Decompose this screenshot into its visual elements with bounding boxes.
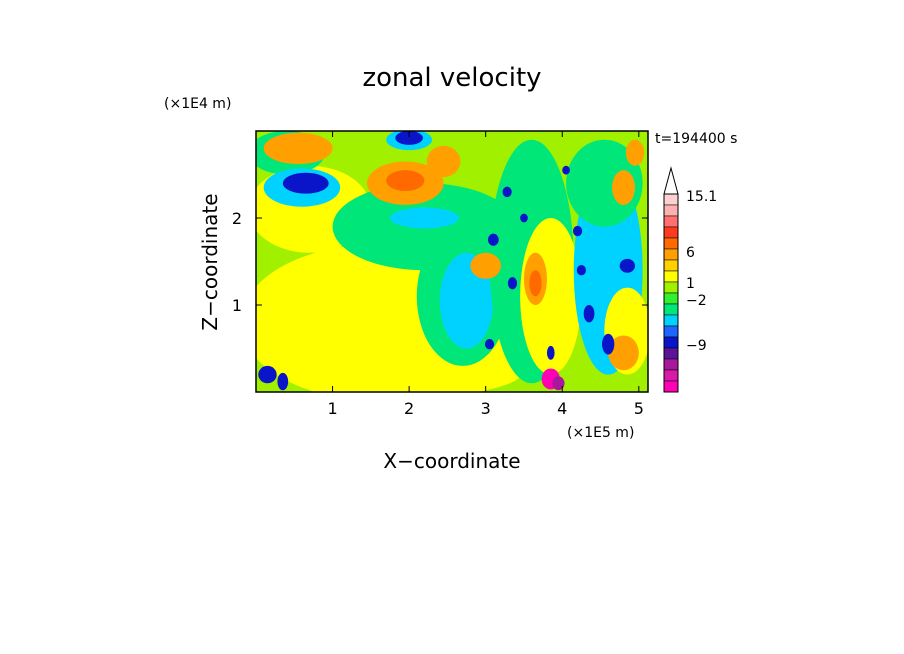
field-region-orange-20 <box>608 335 639 371</box>
colorbar-segment <box>663 325 679 338</box>
field-region-orange-22 <box>625 139 645 166</box>
field-region-deep_blue-35 <box>583 305 595 323</box>
y-axis-ticks: 12 <box>232 209 648 315</box>
x-tick-label: 1 <box>327 399 337 418</box>
field-region-deep_blue-39 <box>258 365 277 384</box>
colorbar-label: 6 <box>686 245 695 261</box>
field-region-deep_blue-27 <box>484 338 495 350</box>
colorbar: 15.1 6 1−2 −9 <box>663 166 717 393</box>
x-tick-label: 5 <box>634 399 644 418</box>
field-region-deep_blue-31 <box>520 213 528 223</box>
field-region-orange-16 <box>426 145 461 178</box>
field-region-deep_blue-26 <box>395 131 423 145</box>
colorbar-segment <box>663 369 679 382</box>
field-region-deep_blue-29 <box>487 233 499 246</box>
colorbar-segment <box>663 281 679 294</box>
field-region-deep_blue-24 <box>282 172 329 194</box>
colorbar-segment <box>663 336 679 349</box>
colorbar-label: −2 <box>686 293 707 309</box>
field-region-deep_blue-32 <box>576 264 586 276</box>
field-region-orange-13 <box>263 132 333 165</box>
field-region-deep_blue-33 <box>572 225 583 237</box>
colorbar-segment <box>663 303 679 316</box>
y-scale-label: (×1E4 m) <box>164 96 231 112</box>
field-region-dark_orange-15 <box>386 170 425 192</box>
colorbar-extend-arrow <box>663 166 679 195</box>
field-region-deep_blue-36 <box>602 333 615 355</box>
y-tick-label: 2 <box>232 209 242 228</box>
field-region-purple-42 <box>552 376 565 391</box>
colorbar-label: −9 <box>686 338 707 354</box>
field-region-light_blue-7 <box>389 207 459 229</box>
colorbar-segment <box>663 358 679 371</box>
field-region-deep_blue-30 <box>502 186 512 198</box>
colorbar-segment <box>663 347 679 360</box>
colorbar-label: 1 <box>686 276 695 292</box>
colorbar-segment <box>663 292 679 305</box>
chart-title: zonal velocity <box>362 63 541 93</box>
colorbar-segment <box>663 204 679 217</box>
y-axis-label: Z−coordinate <box>198 193 222 330</box>
field-region-deep_blue-38 <box>546 345 555 360</box>
x-axis-label: X−coordinate <box>383 449 520 473</box>
x-scale-label: (×1E5 m) <box>567 425 634 441</box>
field-region-orange-17 <box>470 252 501 279</box>
colorbar-segment <box>663 215 679 228</box>
plot-frame <box>255 130 649 393</box>
field-region-deep_blue-34 <box>562 165 570 175</box>
colorbar-segment <box>663 248 679 261</box>
field-region-dark_orange-19 <box>529 270 542 297</box>
field-region-deep_blue-37 <box>619 258 635 273</box>
colorbar-segment <box>663 270 679 283</box>
colorbar-segment <box>663 314 679 327</box>
colorbar-label: 15.1 <box>686 189 717 205</box>
field-region-deep_blue-40 <box>277 372 289 391</box>
field-region-orange-21 <box>612 170 635 205</box>
colorbar-segment <box>663 259 679 272</box>
x-axis-ticks: 1 2 3 4 5 <box>327 131 644 418</box>
field-region-yellow-2 <box>309 344 524 392</box>
x-tick-label: 4 <box>557 399 567 418</box>
colorbar-segment <box>663 226 679 239</box>
x-tick-label: 2 <box>404 399 414 418</box>
colorbar-segment <box>663 237 679 250</box>
colorbar-segment <box>663 380 679 393</box>
colorbar-frame <box>663 193 679 393</box>
time-label: t=194400 s <box>655 131 737 147</box>
field-region-deep_blue-28 <box>507 277 518 290</box>
velocity-field <box>256 131 648 392</box>
colorbar-segment <box>663 193 679 206</box>
x-tick-label: 3 <box>481 399 491 418</box>
y-tick-label: 1 <box>232 296 242 315</box>
